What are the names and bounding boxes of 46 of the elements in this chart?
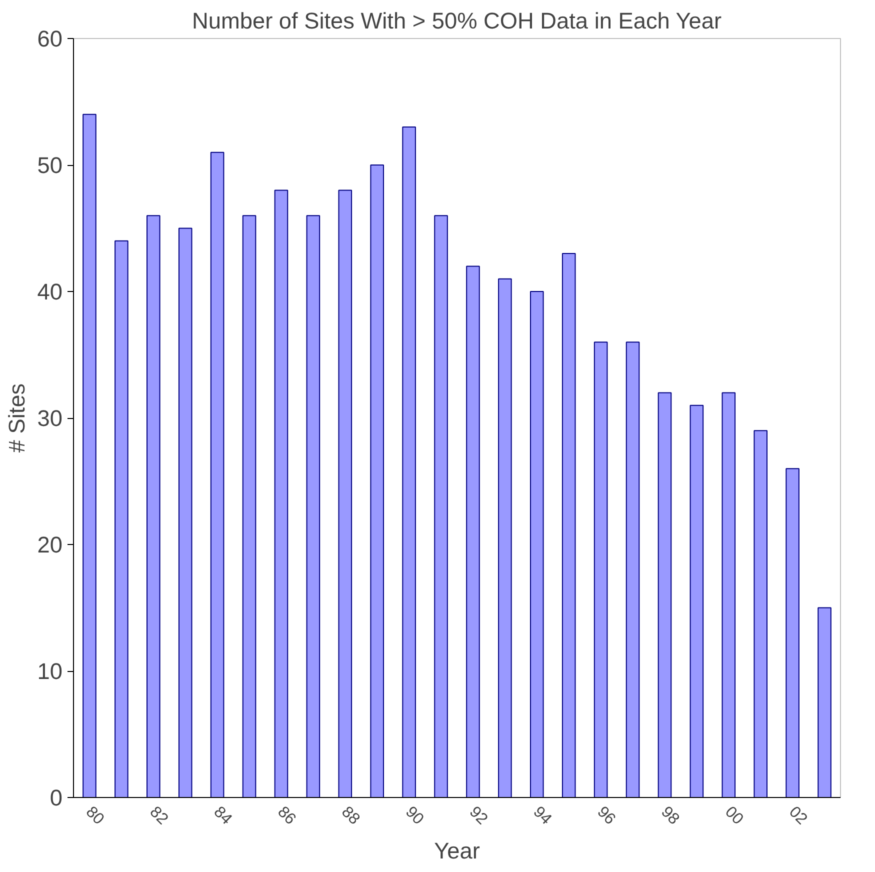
x-tick-label: 96	[594, 804, 618, 828]
bar	[466, 266, 480, 798]
bar	[242, 215, 256, 798]
bar	[82, 114, 96, 798]
y-tick-label: 0	[50, 784, 63, 810]
bar	[498, 278, 512, 798]
y-tick-label: 60	[37, 26, 62, 52]
x-tick-label: 02	[785, 804, 810, 828]
bar	[306, 215, 320, 798]
bar	[210, 152, 224, 798]
x-tick-label: 92	[466, 804, 491, 828]
y-tick-label: 20	[37, 532, 62, 558]
bar	[722, 392, 736, 798]
bar	[594, 342, 608, 798]
x-tick-label: 84	[210, 804, 235, 828]
bar	[530, 291, 544, 798]
bar	[178, 228, 192, 798]
chart-title: Number of Sites With > 50% COH Data in Each Year	[192, 8, 722, 34]
bar	[370, 164, 384, 798]
bar	[114, 240, 128, 798]
x-tick-label: 90	[402, 804, 427, 828]
bar	[146, 215, 160, 798]
x-tick-label: 98	[658, 804, 682, 828]
x-tick-label: 86	[274, 804, 299, 828]
bar	[626, 342, 640, 798]
bar	[434, 215, 448, 798]
y-tick-label: 40	[37, 278, 62, 304]
bar	[562, 253, 576, 798]
bar	[690, 404, 704, 798]
x-axis-title: Year	[434, 838, 480, 864]
x-tick-label: 88	[338, 804, 363, 828]
y-tick-label: 30	[37, 405, 62, 431]
bar	[274, 190, 288, 798]
x-tick-label: 82	[146, 804, 172, 828]
bar	[818, 607, 832, 798]
x-tick-label: 80	[82, 804, 108, 828]
bar	[786, 468, 800, 798]
bar	[338, 190, 352, 798]
bar	[754, 430, 768, 798]
y-axis-title: # Sites	[3, 383, 30, 453]
x-tick-label: 00	[722, 804, 746, 828]
y-tick-label: 50	[37, 152, 62, 178]
bar	[658, 392, 672, 798]
x-tick-label: 94	[530, 804, 555, 828]
bar	[402, 126, 416, 798]
y-tick-label: 10	[37, 658, 62, 684]
